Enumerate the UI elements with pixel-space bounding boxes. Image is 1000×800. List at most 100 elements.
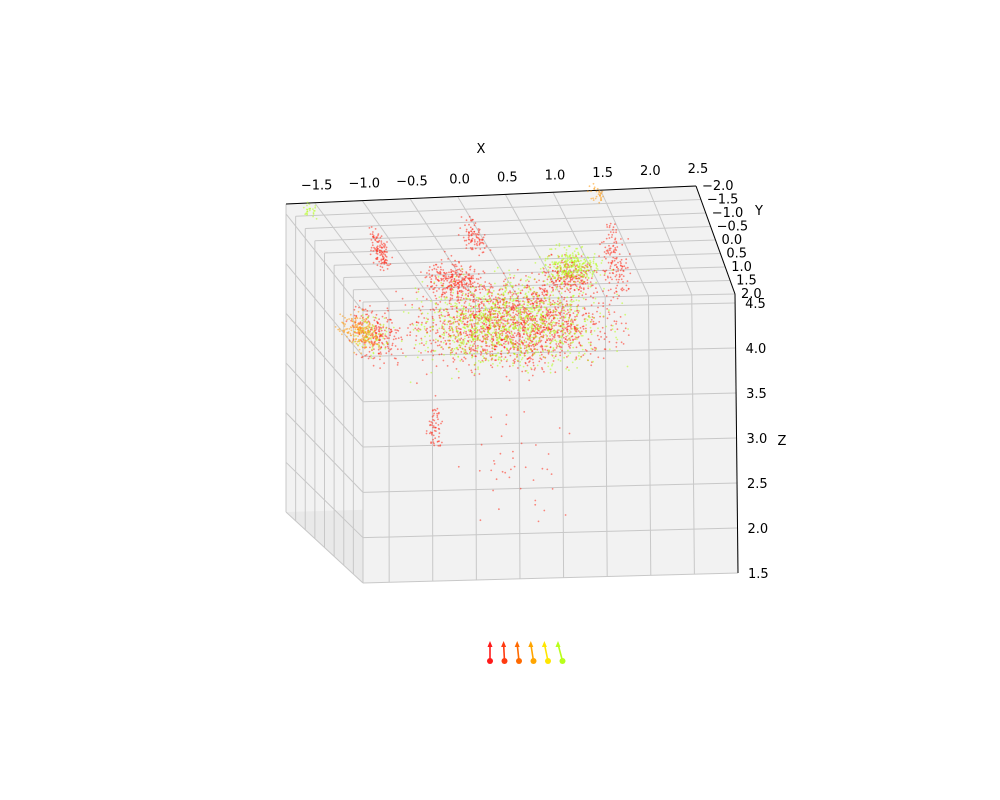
- scatter-point: [540, 325, 542, 328]
- scatter-point: [481, 324, 484, 327]
- scatter-point: [389, 318, 392, 321]
- scatter-point: [430, 421, 433, 423]
- scatter-point: [574, 359, 577, 361]
- scatter-point: [462, 285, 465, 288]
- scatter-point: [380, 259, 383, 262]
- scatter-point: [603, 274, 606, 276]
- scatter-point: [500, 315, 503, 318]
- scatter-point: [460, 291, 463, 293]
- scatter-point: [515, 344, 518, 347]
- scatter-point: [502, 297, 504, 300]
- scatter-point: [440, 282, 442, 284]
- scatter-point: [504, 338, 506, 341]
- scatter-point: [535, 335, 538, 338]
- scatter-point: [609, 254, 611, 256]
- scatter-point: [359, 322, 362, 325]
- scatter-point: [575, 346, 578, 349]
- scatter-point: [569, 352, 572, 354]
- scatter-point: [607, 233, 610, 236]
- scatter-point: [495, 328, 497, 331]
- scatter-point: [465, 309, 467, 312]
- scatter-point: [607, 249, 609, 252]
- scatter-point: [546, 292, 549, 295]
- scatter-point: [538, 279, 540, 282]
- scatter-point: [484, 315, 487, 318]
- scatter-point: [502, 300, 505, 302]
- scatter-point: [469, 241, 472, 244]
- scatter-point: [466, 298, 469, 300]
- scatter-point: [559, 354, 562, 357]
- scatter-point: [523, 341, 526, 343]
- scatter-point: [619, 264, 622, 267]
- scatter-point: [491, 332, 494, 334]
- scatter-point: [575, 318, 577, 321]
- scatter-point: [455, 265, 458, 268]
- scatter-point: [572, 300, 575, 303]
- scatter-point: [547, 362, 550, 364]
- scatter-point: [395, 337, 397, 340]
- scatter-point: [521, 311, 524, 314]
- scatter-point: [392, 326, 395, 329]
- scatter-point: [530, 368, 533, 371]
- scatter-point: [486, 299, 489, 302]
- scatter-point: [481, 238, 483, 241]
- scatter-point: [416, 356, 419, 359]
- scatter-point: [365, 322, 368, 324]
- scatter-point: [465, 247, 468, 250]
- scatter-point: [597, 302, 600, 305]
- scatter-point: [525, 331, 528, 334]
- scatter-point: [430, 349, 433, 352]
- scatter-point: [595, 348, 598, 351]
- scatter-point: [532, 354, 535, 356]
- scatter-point: [592, 320, 595, 323]
- scatter-point: [466, 320, 469, 323]
- scatter-point: [607, 261, 610, 264]
- scatter-point: [557, 345, 559, 348]
- scatter-point: [627, 238, 630, 240]
- scatter-point: [614, 251, 616, 254]
- scatter-point: [344, 323, 346, 326]
- scatter-point: [582, 307, 584, 310]
- scatter-point: [502, 293, 504, 296]
- scatter-point: [532, 298, 535, 300]
- scatter-point: [437, 275, 440, 278]
- scatter-point: [435, 332, 437, 335]
- scatter-point: [444, 292, 446, 295]
- scatter-point: [504, 307, 506, 309]
- scatter-point: [462, 308, 465, 311]
- scatter-point: [551, 340, 554, 342]
- scatter-point: [547, 365, 550, 368]
- scatter-point: [619, 260, 622, 263]
- scatter-point: [556, 272, 558, 274]
- scatter-point: [563, 356, 565, 359]
- scatter-point: [566, 282, 569, 285]
- scatter-point: [556, 303, 559, 305]
- scatter-point: [497, 358, 500, 361]
- scatter-point: [481, 350, 484, 353]
- scatter-point: [483, 322, 486, 325]
- scatter-point: [553, 303, 556, 306]
- scatter-point: [361, 323, 364, 326]
- scatter-point: [552, 263, 554, 266]
- scatter-point: [502, 317, 504, 320]
- scatter-point: [482, 355, 484, 358]
- scatter-point: [621, 287, 624, 290]
- scatter-point: [620, 238, 622, 240]
- scatter-point: [519, 308, 522, 311]
- scatter-point: [395, 290, 397, 293]
- scatter-point: [526, 301, 529, 304]
- scatter-point: [374, 325, 377, 328]
- scatter-point: [554, 288, 557, 291]
- scatter-point: [543, 280, 546, 282]
- scatter-point: [558, 290, 561, 293]
- scatter-point: [449, 321, 452, 323]
- scatter-point: [510, 306, 513, 309]
- scatter-point: [352, 333, 355, 336]
- scatter-point: [550, 248, 553, 251]
- scatter-point: [475, 299, 478, 302]
- scatter-point: [546, 468, 549, 471]
- scatter-point: [573, 263, 576, 265]
- scatter-point: [468, 235, 471, 237]
- scatter-point: [477, 300, 480, 302]
- scatter-point: [496, 293, 499, 295]
